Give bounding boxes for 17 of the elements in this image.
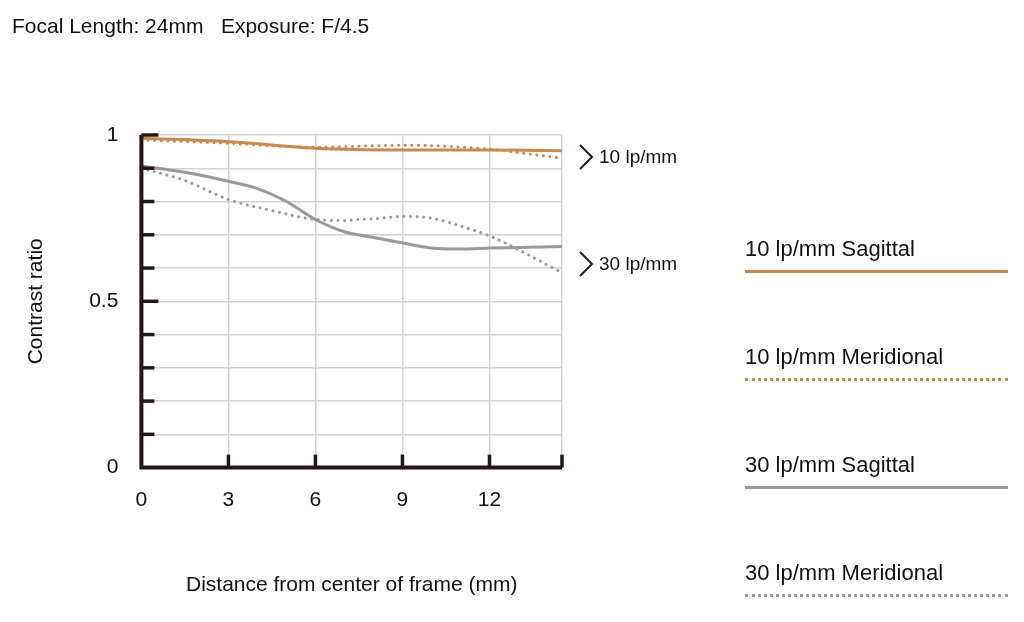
y-tick-label: 1 [106,121,119,145]
y-tick-label: 0.5 [89,288,119,312]
x-axis-title: Distance from center of frame (mm) [185,572,518,596]
x-tick-label: 9 [396,487,409,510]
text: 10 lp/mm [599,146,678,168]
text: 10 lp/mm Sagittal [745,236,916,262]
text: 30 lp/mm Meridional [745,560,945,586]
x-tick-label: 0 [135,487,148,510]
x-tick-label: 3 [222,487,235,510]
y-tick-label: 0 [106,454,119,478]
x-tick-label: 6 [309,487,322,510]
text: 10 lp/mm Meridional [745,344,945,370]
text: 30 lp/mm [599,253,678,275]
y-axis-title: Contrast ratio [23,238,47,365]
text: 30 lp/mm Sagittal [745,452,916,478]
x-tick-label: 12 [477,487,502,510]
chart-title: Focal Length: 24mm Exposure: F/4.5 [12,14,370,38]
